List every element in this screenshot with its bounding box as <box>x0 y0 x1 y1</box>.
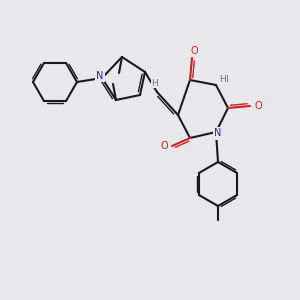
Text: H: H <box>220 74 226 83</box>
Text: N: N <box>214 129 222 139</box>
Text: O: O <box>190 46 198 56</box>
Text: H: H <box>220 76 227 85</box>
Text: N: N <box>96 71 104 81</box>
Text: H: H <box>152 79 158 88</box>
Text: O: O <box>254 101 262 111</box>
Text: N: N <box>214 128 222 138</box>
Text: O: O <box>160 141 168 151</box>
